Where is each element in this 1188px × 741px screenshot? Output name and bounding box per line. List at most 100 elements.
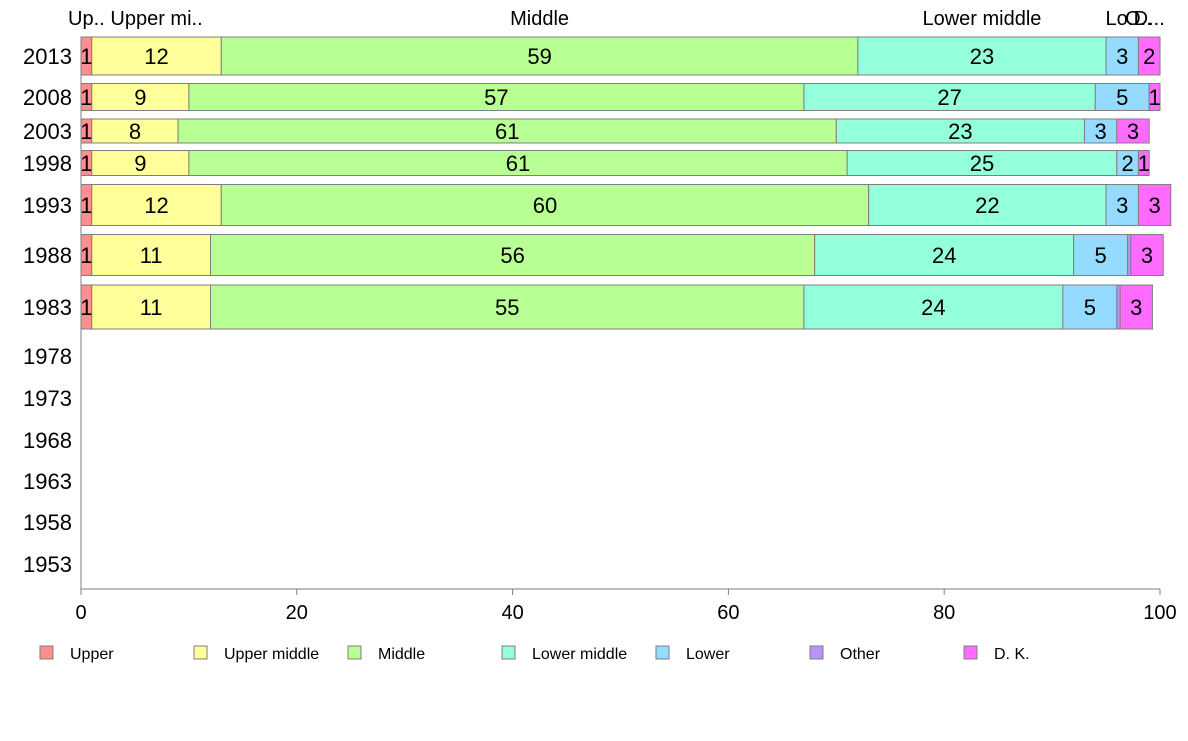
y-tick-label: 1968	[23, 428, 72, 453]
data-label: 11	[140, 295, 163, 320]
data-label: 55	[495, 295, 519, 320]
legend-swatch	[193, 645, 208, 660]
y-tick-label: 1958	[23, 510, 72, 535]
legend-swatch	[39, 645, 54, 660]
data-label: 22	[975, 193, 999, 218]
data-label: 9	[134, 85, 146, 110]
legend-swatch	[501, 645, 516, 660]
data-label: 23	[970, 44, 994, 69]
legend-entry: Other	[840, 646, 881, 663]
data-label: 3	[1116, 44, 1128, 69]
bar-segment	[91, 184, 222, 226]
bar-segment	[1130, 234, 1164, 276]
bar-segment	[846, 150, 1118, 176]
legend-entry: Lower middle	[532, 646, 627, 663]
data-label: 11	[140, 243, 163, 268]
data-label: 8	[129, 119, 141, 144]
data-label: 9	[134, 151, 146, 176]
data-label: 3	[1148, 193, 1160, 218]
bar-segment	[1137, 184, 1172, 226]
legend-entry: Lower	[686, 646, 730, 663]
series-top-label: Lo..	[1106, 8, 1139, 30]
data-label: 56	[500, 243, 524, 268]
data-label: 1	[1148, 85, 1160, 110]
bar-segment	[91, 36, 222, 76]
y-tick-labels: 2013 2008 2003 1998 1993 1988 1983 1978 1973 1968…	[23, 44, 72, 577]
bar-segment	[1105, 184, 1139, 226]
x-tick-label: 60	[717, 602, 739, 624]
series-top-label: Lower middle	[922, 8, 1041, 30]
bar-segment	[1148, 83, 1161, 111]
data-label: 27	[937, 85, 961, 110]
series-top-label: Upper mi..	[110, 8, 202, 30]
data-label: 3	[1095, 119, 1107, 144]
bar-segment	[1073, 234, 1129, 276]
legend-entry: D. K.	[994, 646, 1030, 663]
data-label: 24	[932, 243, 956, 268]
data-label: 61	[495, 119, 519, 144]
data-label: 2	[1122, 151, 1134, 176]
data-label: 5	[1084, 295, 1096, 320]
legend-entry: Upper middle	[224, 646, 319, 663]
bar-segment	[91, 118, 179, 144]
series-top-label: Middle	[510, 8, 569, 30]
bar-segment	[1137, 36, 1161, 76]
legend: Upper Upper middle Middle Lower middle Lower…	[39, 645, 1030, 663]
data-label: 3	[1141, 243, 1153, 268]
data-label: 3	[1130, 295, 1142, 320]
data-label: 57	[484, 85, 508, 110]
data-label: 3	[1127, 119, 1139, 144]
y-tick-label: 1988	[23, 243, 72, 268]
data-label: 12	[144, 193, 168, 218]
bar-segment	[803, 284, 1064, 330]
bar-segment	[209, 284, 805, 330]
data-label: 2	[1143, 44, 1155, 69]
bar-segment	[220, 184, 870, 226]
y-tick-label: 2013	[23, 44, 72, 69]
legend-swatch	[655, 645, 670, 660]
x-tick-label: 40	[501, 602, 523, 624]
data-label: 1	[80, 193, 92, 218]
data-label: 25	[970, 151, 994, 176]
y-tick-label: 1973	[23, 386, 72, 411]
bar-segment	[1137, 150, 1150, 176]
data-label: 1	[1138, 151, 1150, 176]
legend-swatch	[347, 645, 362, 660]
bar-segment	[1116, 118, 1150, 144]
y-tick-label: 1983	[23, 295, 72, 320]
bar-segment	[1119, 284, 1153, 330]
y-tick-label: 1993	[23, 193, 72, 218]
data-label: 61	[506, 151, 530, 176]
bar-segment	[835, 118, 1085, 144]
bar-segment	[814, 234, 1075, 276]
bar-segment	[188, 150, 848, 176]
x-tick-label: 20	[286, 602, 308, 624]
x-axis: 0 20 40 60 80 100	[75, 38, 1177, 624]
x-tick-label: 0	[75, 602, 86, 624]
x-tick-label: 100	[1143, 602, 1176, 624]
data-label: 60	[533, 193, 557, 218]
bar-segment	[220, 36, 859, 76]
series-top-label: D...	[1134, 8, 1165, 30]
series-top-labels: Up.. Upper mi.. Middle Lower middle Lo..O..D…	[68, 8, 1165, 30]
y-tick-label: 1953	[23, 552, 72, 577]
data-label: 5	[1095, 243, 1107, 268]
legend-swatch	[809, 645, 824, 660]
y-tick-label: 2008	[23, 85, 72, 110]
y-tick-label: 1978	[23, 344, 72, 369]
data-label: 12	[144, 44, 168, 69]
bar-segment	[1094, 83, 1150, 111]
data-label: 1	[80, 243, 92, 268]
data-label: 5	[1116, 85, 1128, 110]
bar-segment	[177, 118, 837, 144]
data-label: 59	[527, 44, 551, 69]
y-tick-label: 1963	[23, 469, 72, 494]
bars: 1 12 59 23 3 21 9 57 27 5 11 8 61 23 3 31 9 61 25 2 11 12 60 22…	[80, 36, 1172, 330]
data-label: 3	[1116, 193, 1128, 218]
legend-swatch	[963, 645, 978, 660]
data-label: 1	[80, 44, 92, 69]
series-top-label: Up..	[68, 8, 105, 30]
bar-segment	[803, 83, 1096, 111]
y-tick-label: 1998	[23, 151, 72, 176]
